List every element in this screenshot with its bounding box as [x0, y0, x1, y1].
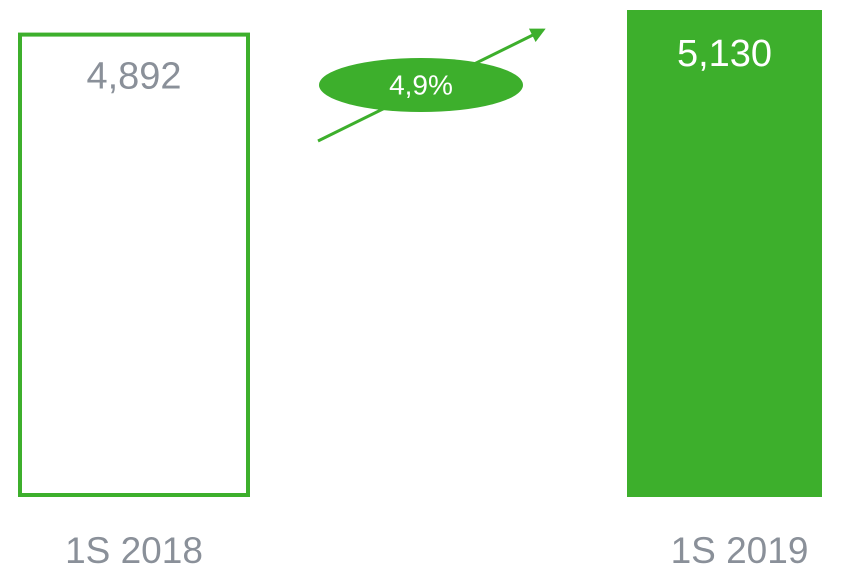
bar — [18, 32, 250, 498]
bar — [627, 10, 822, 497]
x-tick-label: 1S 2019 — [671, 530, 809, 571]
growth-annotation: 4,9% — [317, 28, 546, 143]
value-label: 5,130 — [677, 33, 772, 75]
growth-badge — [319, 58, 523, 112]
value-label: 4,892 — [86, 56, 181, 98]
x-tick-label: 1S 2018 — [65, 530, 203, 571]
growth-label: 4,9% — [389, 69, 453, 100]
